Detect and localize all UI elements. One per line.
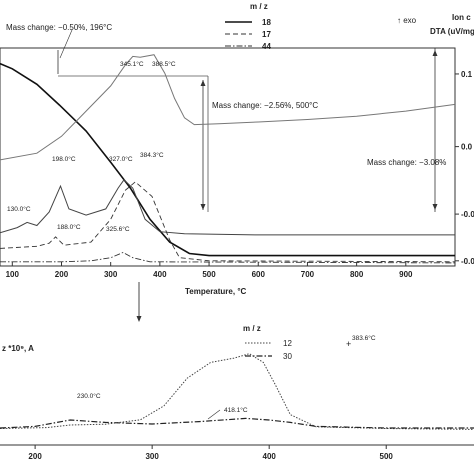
top-right-tick-label: -0.0 (461, 210, 474, 219)
top-legend-title: m / z (250, 2, 268, 11)
annotation-418: 418.1°C (224, 406, 248, 414)
top-x-tick-label: 400 (153, 270, 167, 279)
top-x-tick-label: 300 (104, 270, 118, 279)
legend-label-12: 12 (283, 339, 292, 348)
annotation-388: 388.5°C (152, 60, 176, 68)
mass1-leader (59, 29, 73, 59)
top-x-axis-label: Temperature, °C (185, 287, 247, 296)
legend-label-17: 17 (262, 30, 271, 39)
bottom-x-tick-label: 500 (380, 452, 394, 461)
annotation-mass1: Mass change: −0.50%, 196°C (6, 23, 112, 32)
top-x-tick-label: 800 (350, 270, 364, 279)
bottom-legend: m / z 12 30 (243, 324, 292, 361)
dta-curve (0, 54, 456, 161)
legend-label-44: 44 (262, 42, 271, 51)
right-axis-label-2: DTA (uV/mg (430, 27, 474, 36)
annotation-mass2: Mass change: −2.56%, 500°C (212, 101, 318, 110)
top-right-tick-label: -0.0 (461, 257, 474, 266)
mass2-arrowhead-bottom (200, 204, 206, 210)
series-12-line (0, 353, 474, 430)
annotation-345: 345.1°C (120, 60, 144, 68)
annotation-130: 130.0°C (7, 205, 31, 213)
top-x-tick-label: 500 (202, 270, 216, 279)
series-30-line (0, 417, 474, 429)
bottom-plot: 200 300 400 500 z *10⁹, A m / z 12 30 383.6… (0, 324, 474, 461)
annotation-327: 327.0°C (109, 155, 133, 163)
top-x-tick-label: 700 (301, 270, 315, 279)
mass3-arrowhead-top (432, 50, 438, 56)
annotation-383: 383.6°C (352, 334, 376, 342)
annotation-418-leader (207, 409, 221, 420)
mass2-arrowhead-top (200, 80, 206, 86)
bottom-x-ticks: 200 300 400 500 (28, 445, 393, 461)
annotation-188: 188.0°C (57, 223, 81, 231)
bottom-x-tick-label: 400 (263, 452, 277, 461)
annotation-325: 325.6°C (106, 225, 130, 233)
top-plot: 100 200 300 400 500 600 700 800 900 0.1 0.0 -0.0 -0… (0, 2, 474, 296)
series-17-line (0, 181, 456, 263)
top-legend: m / z 18 17 44 (225, 2, 271, 51)
bottom-x-tick-label: 300 (145, 452, 159, 461)
annotation-198: 198.0°C (52, 155, 76, 163)
top-x-tick-label: 200 (55, 270, 69, 279)
bottom-legend-title: m / z (243, 324, 261, 333)
mass3-arrowhead-bottom (432, 204, 438, 210)
top-x-ticks: 100 200 300 400 500 600 700 800 900 (6, 262, 413, 279)
top-right-tick-label: 0.1 (461, 70, 473, 79)
right-axis-label-1: Ion c (452, 13, 471, 22)
annotation-384: 384.3°C (140, 151, 164, 159)
bottom-x-tick-label: 200 (28, 452, 42, 461)
top-x-tick-label: 100 (6, 270, 20, 279)
top-x-tick-label: 600 (252, 270, 266, 279)
annotation-mass3: Mass change: −3.08% (367, 158, 446, 167)
peak-marker-383: + (346, 339, 351, 349)
top-right-ticks: 0.1 0.0 -0.0 -0.0 (455, 70, 474, 266)
annotation-230: 230.0°C (77, 392, 101, 400)
series-44-line (0, 252, 456, 264)
legend-label-30: 30 (283, 352, 292, 361)
top-x-tick-label: 900 (399, 270, 413, 279)
tg-curve (0, 62, 455, 257)
exo-label: ↑ exo (397, 16, 417, 25)
connector-arrowhead (136, 316, 142, 322)
legend-label-18: 18 (262, 18, 271, 27)
bottom-y-axis-label: z *10⁹, A (2, 344, 34, 353)
series-18-line (0, 179, 455, 236)
top-right-tick-label: 0.0 (461, 143, 473, 152)
